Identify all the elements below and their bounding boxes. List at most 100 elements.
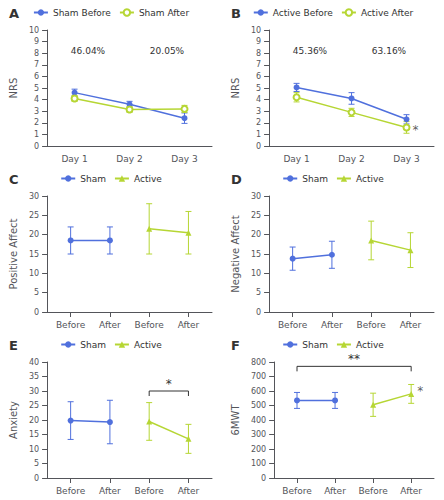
- svg-text:Day 3: Day 3: [393, 154, 419, 164]
- svg-text:After: After: [324, 486, 346, 496]
- svg-text:E: E: [9, 338, 18, 353]
- svg-text:7: 7: [256, 60, 261, 69]
- svg-text:25: 25: [29, 211, 39, 220]
- svg-text:Day 1: Day 1: [61, 154, 87, 164]
- svg-text:Sham: Sham: [80, 340, 106, 350]
- svg-text:10: 10: [251, 26, 261, 35]
- svg-text:After: After: [99, 486, 121, 496]
- svg-text:0: 0: [34, 474, 39, 483]
- svg-text:*: *: [166, 377, 172, 391]
- svg-text:1: 1: [256, 130, 261, 139]
- svg-text:Active Before: Active Before: [273, 8, 334, 18]
- svg-text:Before: Before: [56, 320, 86, 330]
- svg-text:30: 30: [29, 387, 39, 396]
- svg-text:F: F: [231, 338, 240, 353]
- svg-text:30: 30: [29, 192, 39, 201]
- svg-text:15: 15: [29, 430, 39, 439]
- svg-text:100: 100: [251, 459, 266, 468]
- svg-text:0: 0: [261, 474, 266, 483]
- svg-text:15: 15: [251, 250, 261, 259]
- svg-text:0: 0: [256, 308, 261, 317]
- svg-text:9: 9: [256, 37, 261, 46]
- svg-text:Active: Active: [356, 340, 384, 350]
- svg-text:*: *: [413, 123, 419, 137]
- svg-text:400: 400: [251, 416, 266, 425]
- svg-text:Before: Before: [282, 486, 312, 496]
- svg-text:30: 30: [251, 192, 261, 201]
- svg-text:0: 0: [256, 142, 261, 151]
- svg-text:Day 3: Day 3: [171, 154, 197, 164]
- svg-text:C: C: [9, 172, 19, 187]
- svg-text:25: 25: [251, 211, 261, 220]
- svg-text:**: **: [348, 352, 360, 366]
- svg-text:Before: Before: [134, 320, 164, 330]
- svg-text:Before: Before: [278, 320, 308, 330]
- svg-text:10: 10: [29, 269, 39, 278]
- svg-text:Negative Affect: Negative Affect: [230, 215, 241, 292]
- svg-text:8: 8: [256, 49, 261, 58]
- svg-text:35: 35: [29, 372, 39, 381]
- svg-text:Sham: Sham: [302, 340, 328, 350]
- svg-text:Day 2: Day 2: [116, 154, 142, 164]
- svg-text:6: 6: [256, 72, 261, 81]
- svg-text:Active: Active: [356, 174, 384, 184]
- svg-text:Sham Before: Sham Before: [53, 8, 111, 18]
- svg-text:46.04%: 46.04%: [71, 46, 106, 56]
- svg-text:Active: Active: [134, 340, 162, 350]
- svg-text:NRS: NRS: [230, 78, 241, 99]
- svg-text:5: 5: [34, 288, 39, 297]
- svg-text:D: D: [231, 172, 242, 187]
- svg-text:0: 0: [34, 142, 39, 151]
- svg-text:20: 20: [29, 416, 39, 425]
- svg-text:8: 8: [34, 49, 39, 58]
- svg-text:5: 5: [34, 459, 39, 468]
- svg-text:0: 0: [34, 308, 39, 317]
- svg-text:Day 1: Day 1: [283, 154, 309, 164]
- svg-text:Before: Before: [358, 486, 388, 496]
- svg-text:Sham: Sham: [302, 174, 328, 184]
- svg-text:6: 6: [34, 72, 39, 81]
- svg-text:NRS: NRS: [8, 78, 19, 99]
- svg-text:20: 20: [251, 230, 261, 239]
- svg-text:10: 10: [251, 269, 261, 278]
- svg-text:A: A: [9, 6, 19, 21]
- svg-text:Sham: Sham: [80, 174, 106, 184]
- svg-text:*: *: [417, 384, 423, 398]
- svg-text:3: 3: [34, 107, 39, 116]
- svg-text:Before: Before: [356, 320, 386, 330]
- svg-text:5: 5: [34, 84, 39, 93]
- svg-text:5: 5: [256, 288, 261, 297]
- svg-text:6MWT: 6MWT: [230, 404, 241, 436]
- svg-text:Active After: Active After: [361, 8, 414, 18]
- svg-text:After: After: [178, 486, 200, 496]
- svg-text:5: 5: [256, 84, 261, 93]
- svg-text:After: After: [178, 320, 200, 330]
- svg-text:Positive Affect: Positive Affect: [8, 218, 19, 289]
- svg-text:After: After: [400, 486, 422, 496]
- svg-text:2: 2: [34, 118, 39, 127]
- svg-text:800: 800: [251, 358, 266, 367]
- svg-text:7: 7: [34, 60, 39, 69]
- svg-text:B: B: [231, 6, 241, 21]
- svg-text:9: 9: [34, 37, 39, 46]
- svg-text:500: 500: [251, 401, 266, 410]
- svg-text:2: 2: [256, 118, 261, 127]
- svg-text:25: 25: [29, 401, 39, 410]
- svg-text:Sham After: Sham After: [139, 8, 189, 18]
- svg-text:40: 40: [29, 358, 39, 367]
- svg-text:Anxiety: Anxiety: [8, 401, 19, 439]
- svg-text:4: 4: [256, 95, 261, 104]
- svg-text:3: 3: [256, 107, 261, 116]
- svg-text:4: 4: [34, 95, 39, 104]
- svg-text:Active: Active: [134, 174, 162, 184]
- svg-text:After: After: [321, 320, 343, 330]
- svg-text:After: After: [400, 320, 422, 330]
- svg-text:15: 15: [29, 250, 39, 259]
- svg-text:300: 300: [251, 430, 266, 439]
- svg-text:45.36%: 45.36%: [293, 46, 328, 56]
- svg-text:10: 10: [29, 26, 39, 35]
- svg-text:600: 600: [251, 387, 266, 396]
- svg-text:1: 1: [34, 130, 39, 139]
- svg-text:200: 200: [251, 445, 266, 454]
- svg-text:Day 2: Day 2: [338, 154, 364, 164]
